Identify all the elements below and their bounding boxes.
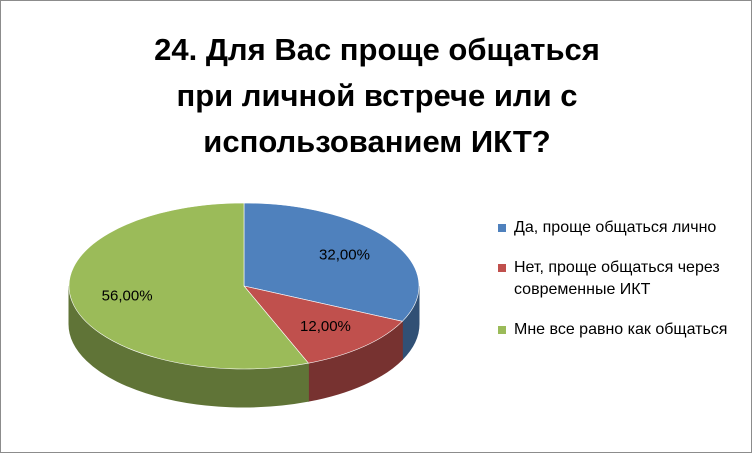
legend-swatch: [498, 264, 506, 272]
data-label: 32,00%: [319, 247, 370, 264]
slice: [243, 285, 403, 364]
legend-label: Да, проще общаться лично: [514, 219, 717, 236]
legend-entry: Мне все равно как общаться: [498, 319, 743, 341]
legend-swatch: [498, 326, 506, 334]
legend-label: Мне все равно как общаться: [514, 321, 728, 338]
legend: Да, проще общаться лично Нет, проще общат…: [498, 217, 743, 359]
legend-label: Нет, проще общаться через современные ИК…: [514, 259, 720, 298]
legend-entry: Нет, проще общаться через современные ИК…: [498, 257, 743, 301]
data-label: 56,00%: [102, 288, 153, 305]
data-label: 12,00%: [300, 318, 351, 335]
legend-swatch: [498, 224, 506, 232]
legend-entry: Да, проще общаться лично: [498, 217, 743, 239]
slice: [243, 202, 420, 322]
slice: [68, 202, 309, 370]
chart-title: 24. Для Вас проще общаться при личной вс…: [154, 32, 600, 159]
